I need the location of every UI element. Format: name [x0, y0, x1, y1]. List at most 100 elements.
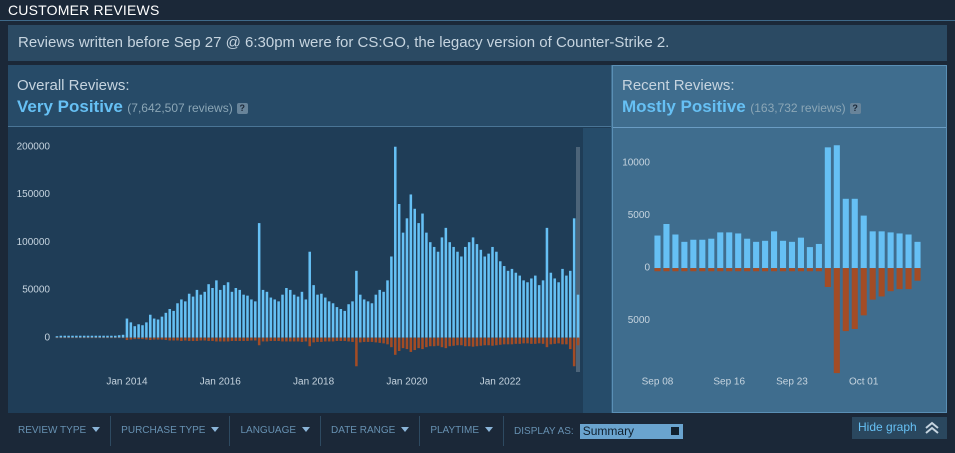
bar	[475, 337, 479, 347]
bar	[79, 335, 82, 338]
bar	[534, 275, 537, 338]
bar	[114, 335, 117, 338]
bar	[896, 268, 903, 290]
bar	[460, 256, 463, 338]
bar	[292, 294, 296, 338]
y-tick-label: 0	[44, 332, 50, 343]
filter[interactable]: PURCHASE TYPE	[111, 416, 231, 446]
bar	[464, 337, 467, 347]
overall-rating[interactable]: Very Positive	[17, 97, 123, 116]
bar	[125, 318, 129, 338]
bar	[456, 337, 459, 346]
bar	[475, 244, 479, 338]
bar	[495, 251, 498, 338]
bar	[452, 337, 455, 346]
bar	[145, 337, 148, 340]
bar	[833, 145, 840, 269]
bar	[405, 337, 409, 350]
filter-bar: REVIEW TYPE PURCHASE TYPE LANGUAGE DATE …	[8, 415, 947, 447]
bar	[708, 268, 715, 272]
bar	[351, 301, 354, 338]
bar	[110, 335, 113, 338]
bar	[160, 316, 164, 338]
bar	[226, 337, 230, 342]
bar	[452, 246, 455, 338]
bar	[304, 337, 308, 342]
bar	[331, 303, 335, 338]
bar	[672, 268, 679, 272]
bar	[137, 324, 140, 338]
bar	[195, 289, 199, 338]
bar	[390, 256, 393, 338]
bar	[690, 268, 697, 272]
bar	[448, 337, 451, 347]
filter[interactable]: PLAYTIME	[420, 416, 505, 446]
bar	[327, 301, 331, 338]
bar	[265, 291, 269, 338]
bar	[495, 337, 498, 346]
bar	[394, 146, 397, 338]
bar	[308, 251, 311, 338]
bar	[815, 243, 822, 269]
bar	[541, 337, 545, 344]
bar	[156, 319, 160, 338]
bar	[565, 275, 568, 338]
bar	[191, 296, 195, 338]
filter[interactable]: DATE RANGE	[321, 416, 421, 446]
bar	[203, 337, 206, 341]
bar	[537, 337, 541, 344]
bar	[565, 337, 568, 345]
bar	[168, 337, 171, 341]
bar	[788, 241, 796, 269]
bar	[180, 299, 183, 338]
bar	[362, 299, 366, 338]
bar	[436, 251, 440, 338]
bar	[432, 246, 436, 338]
hide-graph-button[interactable]: Hide graph	[852, 417, 947, 439]
bar	[149, 337, 152, 341]
bar	[549, 272, 553, 338]
recent-rating[interactable]: Mostly Positive	[622, 97, 746, 116]
bar	[129, 337, 133, 340]
bar	[878, 268, 885, 297]
bar	[94, 335, 98, 338]
bar	[203, 291, 206, 338]
bar	[526, 282, 529, 338]
bar	[390, 337, 393, 348]
x-tick-label: Jan 2020	[386, 377, 428, 388]
y-tick-label: 50000	[22, 285, 50, 296]
bar	[914, 241, 921, 269]
bar	[860, 215, 867, 269]
bar	[537, 285, 541, 338]
bar	[429, 337, 432, 347]
bar	[436, 337, 440, 346]
bar	[222, 337, 226, 342]
bar	[133, 326, 136, 338]
bar	[806, 247, 813, 269]
bar	[471, 337, 475, 347]
bar	[735, 268, 742, 272]
bar	[413, 208, 416, 338]
filter[interactable]: REVIEW TYPE	[8, 416, 112, 446]
bar	[335, 307, 339, 338]
bar	[518, 275, 521, 338]
bar	[762, 240, 769, 269]
help-icon[interactable]: ?	[236, 103, 248, 114]
bar	[320, 337, 323, 342]
x-tick-label: Sep 23	[776, 377, 808, 388]
bar	[63, 335, 66, 338]
bar	[86, 335, 90, 338]
bar	[370, 303, 374, 338]
help-icon[interactable]: ?	[849, 103, 861, 114]
bar	[215, 280, 218, 338]
bar	[331, 337, 335, 342]
bar	[699, 239, 706, 269]
filter[interactable]: LANGUAGE	[230, 416, 322, 446]
bar	[199, 337, 203, 341]
bar	[878, 231, 885, 269]
bar	[672, 234, 679, 269]
bar	[335, 337, 339, 341]
bar	[797, 237, 804, 269]
bar	[545, 337, 549, 348]
display-select[interactable]: Summary	[579, 423, 683, 439]
